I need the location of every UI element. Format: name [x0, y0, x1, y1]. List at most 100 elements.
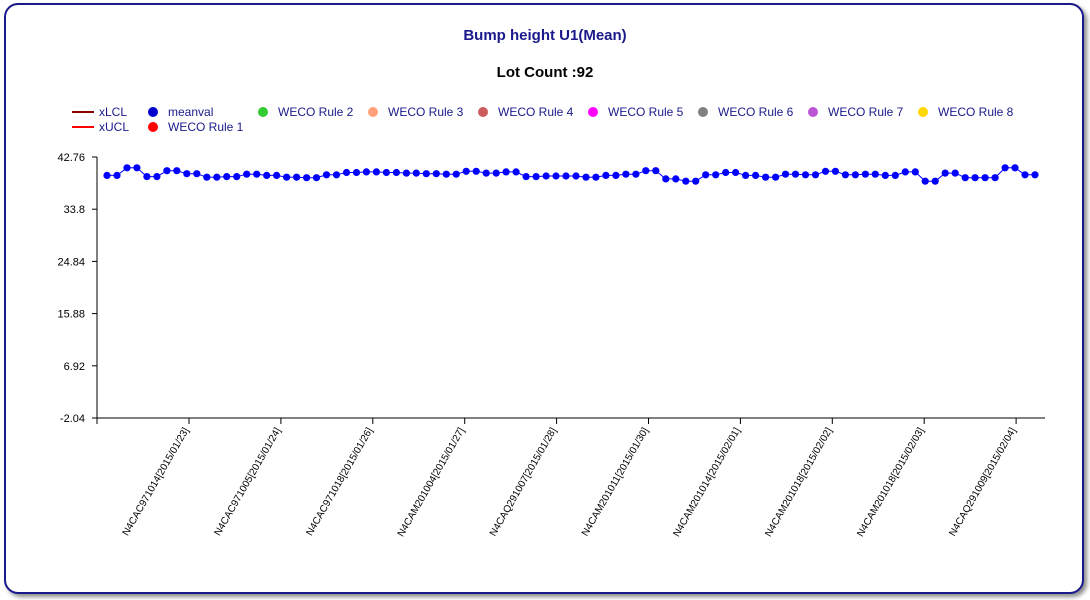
data-point: [702, 171, 710, 179]
legend-label: WECO Rule 3: [388, 105, 464, 119]
data-point: [801, 171, 810, 179]
data-point: [322, 171, 331, 179]
data-point: [293, 173, 301, 181]
legend-marker-weco-rule-5: [588, 107, 598, 117]
x-tick-label: N4CAC971014[2015/01/23]: [121, 426, 192, 538]
data-point: [971, 174, 979, 182]
x-tick-label: N4CAM201018[2015/02/03]: [855, 426, 927, 539]
data-point: [941, 169, 949, 177]
data-point: [981, 174, 989, 182]
data-point: [781, 170, 790, 178]
data-point: [662, 175, 670, 183]
data-point: [103, 171, 111, 179]
data-point: [881, 171, 889, 179]
x-tick-label: N4CAM201011[2015/01/30]: [580, 426, 651, 538]
data-point: [951, 169, 959, 177]
legend-marker-weco-rule-7: [808, 107, 818, 117]
legend-label: WECO Rule 4: [498, 105, 574, 119]
data-point: [173, 167, 181, 175]
data-point: [811, 171, 820, 179]
data-point: [402, 169, 410, 177]
legend-marker-weco-rule-2: [258, 107, 268, 117]
data-point: [891, 171, 899, 179]
legend-label: xLCL: [99, 105, 128, 119]
data-point: [442, 170, 450, 178]
data-point: [362, 168, 370, 176]
data-point: [412, 169, 420, 177]
data-point: [223, 173, 231, 181]
data-point: [991, 174, 999, 182]
data-point: [263, 171, 271, 179]
data-point: [742, 171, 750, 179]
data-point: [791, 170, 800, 178]
legend-label: meanval: [168, 105, 214, 119]
legend-marker-weco-rule-3: [368, 107, 378, 117]
data-point: [692, 177, 700, 185]
data-point: [213, 173, 221, 181]
y-tick-label: 6.92: [64, 361, 85, 373]
data-point: [312, 174, 321, 182]
legend-label: xUCL: [99, 120, 130, 134]
data-point: [1031, 171, 1039, 179]
data-point: [342, 168, 351, 177]
data-point: [462, 167, 470, 175]
data-point: [911, 168, 919, 176]
data-point: [861, 170, 870, 178]
data-point: [1001, 164, 1009, 172]
series-line-meanval: [107, 167, 1035, 182]
legend-label: WECO Rule 2: [278, 105, 354, 119]
legend-marker-weco-rule-1: [148, 122, 158, 132]
data-point: [1021, 171, 1029, 179]
data-point: [931, 177, 939, 185]
legend-label: WECO Rule 6: [718, 105, 794, 119]
data-point: [752, 171, 760, 179]
data-point: [203, 173, 211, 181]
x-tick-label: N4CAQ291007[2015/01/28]: [488, 426, 559, 539]
data-point: [672, 175, 680, 183]
data-point: [253, 170, 261, 178]
data-point: [193, 170, 201, 178]
data-point: [542, 172, 550, 180]
y-tick-label: 15.88: [57, 309, 85, 321]
legend-marker-weco-rule-4: [478, 107, 488, 117]
data-point: [422, 170, 430, 178]
data-point: [1011, 164, 1019, 172]
data-point: [682, 177, 690, 185]
data-point: [592, 173, 600, 181]
data-point: [722, 168, 730, 177]
chart-subtitle: Lot Count :92: [496, 64, 594, 81]
data-point: [522, 173, 530, 181]
data-point: [283, 173, 291, 181]
legend-marker-xucl: [72, 126, 94, 128]
x-tick-label: N4CAM201018[2015/02/02]: [763, 426, 835, 539]
y-tick-label: 42.76: [57, 152, 85, 164]
data-point: [632, 170, 640, 178]
data-point: [772, 173, 780, 181]
data-point: [392, 168, 400, 177]
data-point: [572, 172, 580, 180]
y-tick-label: -2.04: [60, 413, 85, 425]
data-point: [901, 168, 909, 176]
y-tick-label: 33.8: [64, 204, 85, 216]
data-point: [113, 171, 121, 179]
data-point: [303, 174, 311, 182]
data-point: [552, 172, 560, 180]
data-point: [482, 169, 490, 177]
data-point: [332, 171, 341, 179]
data-point: [143, 173, 151, 181]
x-tick-label: N4CAC971005[2015/01/24]: [213, 426, 284, 538]
data-point: [831, 167, 840, 175]
data-point: [851, 171, 860, 179]
legend-label: WECO Rule 1: [168, 120, 244, 134]
chart-frame: [4, 3, 1084, 594]
data-point: [432, 170, 440, 178]
data-point: [492, 169, 500, 177]
data-point: [612, 171, 620, 179]
data-point: [532, 173, 540, 181]
data-point: [133, 164, 141, 172]
data-point: [472, 167, 480, 175]
data-point: [502, 168, 510, 176]
data-point: [821, 167, 830, 175]
data-point: [921, 177, 929, 185]
